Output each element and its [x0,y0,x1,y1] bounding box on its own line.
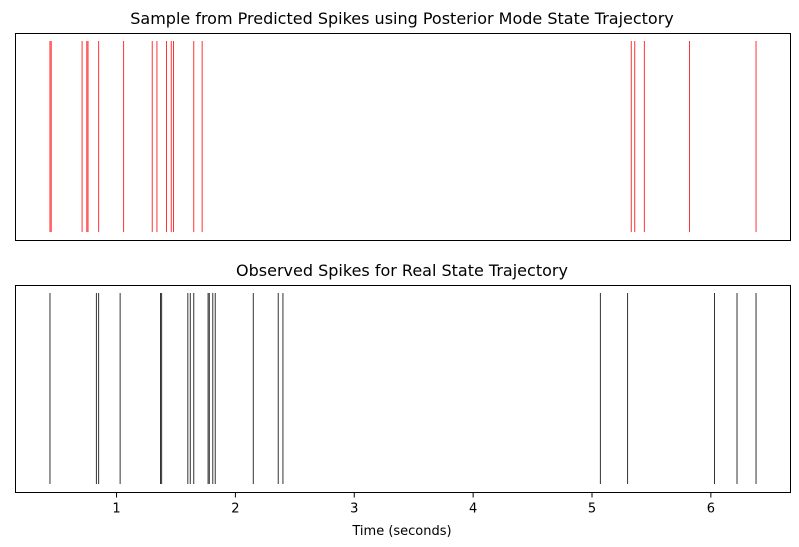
chart-title-predicted: Sample from Predicted Spikes using Poste… [130,9,674,28]
chart-title-observed: Observed Spikes for Real State Trajector… [236,261,568,280]
x-tick-label: 5 [588,502,596,517]
predicted-plot-frame [15,33,791,241]
x-tick-label: 2 [231,502,239,517]
x-tick-label: 1 [112,502,120,517]
x-axis-label: Time (seconds) [351,524,451,539]
observed-spikes-panel: Observed Spikes for Real State Trajector… [15,261,791,539]
x-tick-label: 3 [350,502,358,517]
predicted-spikes-panel: Sample from Predicted Spikes using Poste… [15,9,791,241]
x-axis-ticks: 1 2 3 4 5 6 [112,492,715,517]
observed-plot-frame [15,285,791,493]
x-tick-label: 6 [707,502,715,517]
observed-spike-events [49,293,757,484]
predicted-spike-events [49,41,757,232]
x-tick-label: 4 [469,502,477,517]
